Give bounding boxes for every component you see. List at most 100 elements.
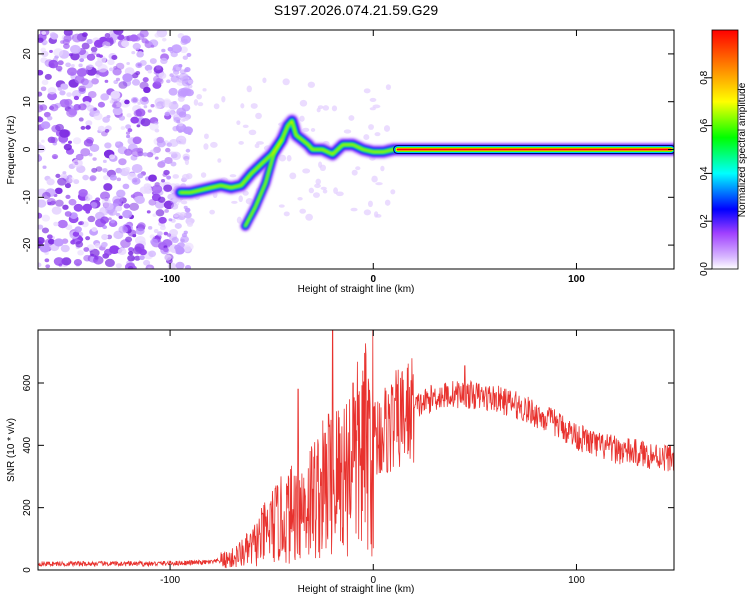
noise-blob	[66, 67, 78, 76]
noise-blob	[111, 54, 118, 60]
noise-blob	[60, 40, 65, 44]
noise-blob	[363, 134, 370, 141]
noise-blob	[73, 258, 83, 266]
noise-blob	[255, 112, 262, 120]
noise-blob	[83, 247, 90, 252]
noise-blob	[313, 192, 320, 198]
noise-blob	[113, 80, 119, 85]
noise-blob	[363, 88, 371, 94]
noise-blob	[250, 103, 258, 109]
noise-blob	[181, 139, 187, 145]
noise-blob	[75, 153, 84, 161]
noise-blob	[197, 102, 204, 107]
noise-blob	[85, 120, 93, 126]
noise-blob	[79, 58, 85, 63]
noise-blob	[47, 238, 55, 245]
noise-blob	[102, 159, 107, 163]
noise-blob	[87, 90, 97, 99]
noise-blob	[254, 143, 260, 149]
noise-blob	[106, 114, 111, 119]
noise-blob	[202, 88, 207, 92]
noise-blob	[102, 174, 110, 181]
noise-blob	[86, 53, 96, 61]
noise-blob	[157, 196, 166, 203]
noise-blob	[63, 30, 73, 37]
noise-blob	[51, 206, 62, 215]
noise-blob	[176, 107, 187, 116]
noise-blob	[91, 78, 99, 85]
noise-blob	[120, 239, 131, 248]
noise-blob	[75, 241, 84, 248]
noise-blob	[213, 103, 220, 110]
noise-blob	[78, 103, 87, 111]
noise-blob	[41, 50, 49, 57]
noise-blob	[40, 47, 47, 53]
noise-blob	[83, 138, 94, 147]
noise-blob	[183, 245, 192, 252]
noise-blob	[121, 40, 130, 48]
y-tick-label: 0	[22, 146, 33, 152]
noise-blob	[77, 249, 84, 256]
noise-blob	[162, 172, 168, 177]
noise-blob	[74, 75, 85, 84]
noise-blob	[62, 204, 69, 210]
noise-blob	[160, 57, 168, 65]
noise-blob	[100, 93, 110, 101]
noise-blob	[169, 229, 179, 237]
noise-blob	[120, 126, 126, 130]
colorbar-tick-label: 0.8	[699, 70, 710, 84]
noise-blob	[390, 189, 396, 195]
figure-title: S197.2026.074.21.59.G29	[274, 2, 438, 18]
noise-blob	[73, 179, 80, 185]
noise-blob	[79, 67, 89, 75]
noise-blob	[78, 188, 88, 197]
noise-blob	[180, 38, 188, 46]
noise-blob	[110, 90, 121, 99]
noise-blob	[238, 141, 244, 145]
noise-blob	[240, 103, 245, 109]
noise-blob	[41, 227, 50, 234]
noise-blob	[314, 183, 321, 189]
noise-blob	[172, 100, 177, 105]
noise-blob	[155, 77, 164, 85]
noise-blob	[149, 234, 155, 239]
noise-blob	[126, 61, 130, 66]
noise-blob	[351, 169, 358, 176]
noise-blob	[144, 64, 153, 72]
noise-blob	[355, 166, 361, 171]
noise-blob	[299, 115, 305, 122]
noise-blob	[112, 106, 123, 116]
noise-blob	[196, 93, 202, 100]
noise-blob	[164, 208, 169, 213]
noise-blob	[305, 213, 313, 221]
noise-blob	[236, 120, 241, 126]
noise-blob	[78, 117, 84, 122]
noise-blob	[115, 77, 121, 82]
noise-blob	[148, 199, 157, 206]
noise-blob	[125, 124, 132, 130]
noise-blob	[78, 85, 86, 92]
spectrogram-y-ticks: -20 -10 0 10 20	[22, 48, 674, 252]
noise-blob	[57, 86, 63, 91]
noise-blob	[181, 173, 190, 181]
noise-blob	[164, 156, 173, 165]
noise-blob	[180, 200, 188, 205]
noise-blob	[46, 178, 55, 186]
x-tick-label: 100	[568, 575, 585, 586]
noise-blob	[44, 61, 49, 66]
noise-blob	[110, 219, 116, 224]
noise-blob	[47, 234, 53, 240]
noise-blob	[183, 211, 192, 219]
noise-blob	[53, 48, 64, 57]
noise-blob	[154, 97, 165, 107]
noise-blob	[127, 254, 136, 262]
noise-blob	[307, 81, 316, 88]
noise-blob	[41, 191, 51, 200]
noise-blob	[73, 203, 84, 212]
noise-blob	[95, 74, 100, 78]
noise-blob	[141, 96, 149, 102]
noise-blob	[84, 197, 91, 202]
noise-blob	[122, 209, 133, 219]
noise-blob	[315, 178, 321, 185]
noise-blob	[52, 155, 57, 159]
